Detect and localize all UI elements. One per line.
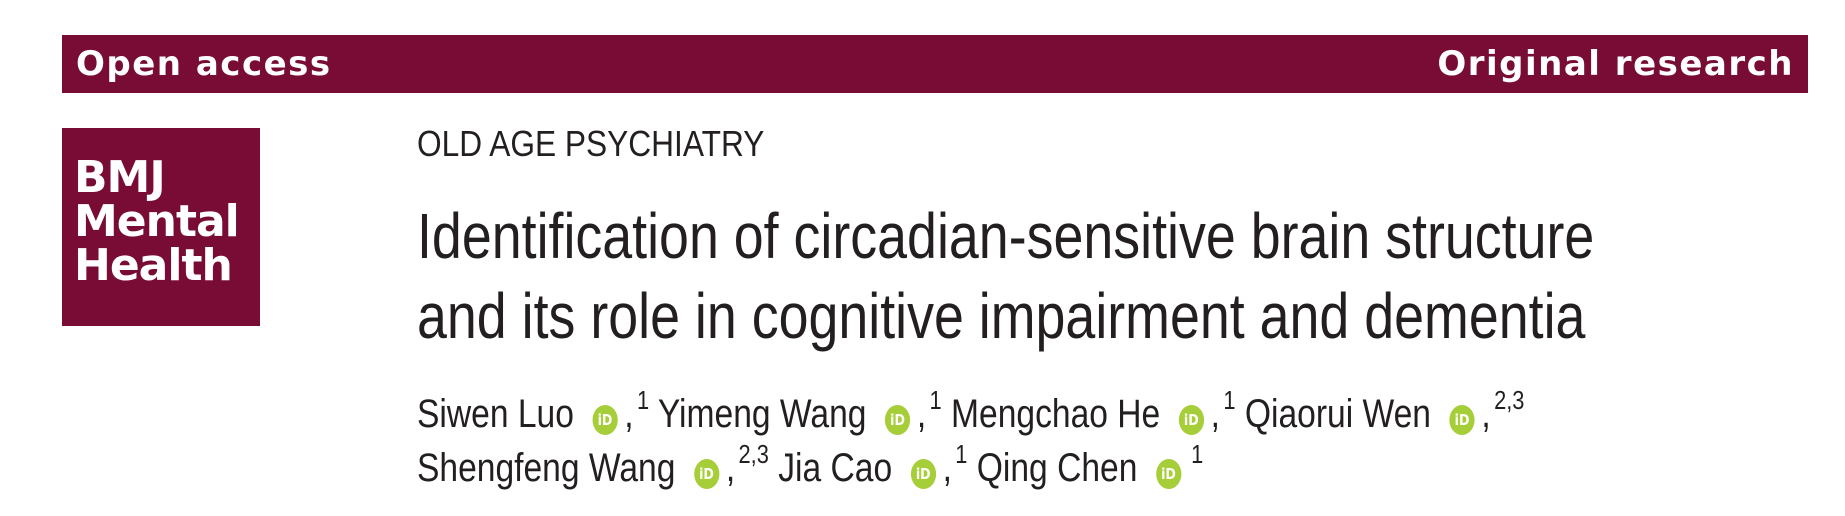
separator: , xyxy=(725,446,736,490)
author: Qiaorui Wen iD, 2,3 xyxy=(1244,387,1525,436)
separator: , xyxy=(942,446,952,490)
logo-line-3: Health xyxy=(74,240,233,291)
author-name: Siwen Luo xyxy=(417,392,574,436)
title-line-1: Identification of circadian-sensitive br… xyxy=(417,200,1595,272)
author-name: Mengchao He xyxy=(951,392,1161,436)
separator: , xyxy=(1210,392,1220,436)
orcid-icon[interactable]: iD xyxy=(884,405,911,435)
author: Siwen Luo iD, 1 xyxy=(417,387,649,436)
logo-line-2: Mental xyxy=(74,196,240,247)
separator: , xyxy=(624,392,634,436)
separator: , xyxy=(916,392,927,436)
affiliation: 2,3 xyxy=(738,439,769,469)
separator: , xyxy=(1481,392,1491,436)
journal-logo: BMJ Mental Health xyxy=(62,128,260,326)
orcid-icon[interactable]: iD xyxy=(693,459,720,489)
orcid-icon[interactable]: iD xyxy=(592,405,618,435)
logo-line-1: BMJ xyxy=(74,152,166,203)
header-bar: Open access Original research xyxy=(62,35,1808,93)
author-name: Qiaorui Wen xyxy=(1244,392,1431,436)
author: Qing Chen iD 1 xyxy=(976,441,1204,490)
orcid-icon[interactable]: iD xyxy=(1178,405,1204,435)
author-name: Yimeng Wang xyxy=(657,392,867,436)
author-name: Shengfeng Wang xyxy=(417,446,676,490)
author-list: Siwen Luo iD, 1 Yimeng Wang iD, 1 Mengchao H… xyxy=(417,387,1845,495)
article-type-label: Original research xyxy=(1437,44,1794,84)
open-access-label: Open access xyxy=(76,44,332,84)
orcid-icon[interactable]: iD xyxy=(1155,459,1182,489)
author: Shengfeng Wang iD, 2,3 xyxy=(417,441,769,490)
author-name: Qing Chen xyxy=(976,446,1138,490)
affiliation: 1 xyxy=(1191,439,1204,469)
affiliation: 2,3 xyxy=(1494,385,1525,415)
affiliation: 1 xyxy=(1223,385,1236,415)
author: Yimeng Wang iD, 1 xyxy=(657,387,942,436)
author: Jia Cao iD, 1 xyxy=(778,441,967,490)
author-name: Jia Cao xyxy=(778,446,893,490)
orcid-icon[interactable]: iD xyxy=(910,459,936,489)
article-title: Identification of circadian-sensitive br… xyxy=(417,196,1761,356)
author: Mengchao He iD, 1 xyxy=(951,387,1235,436)
affiliation: 1 xyxy=(929,385,942,415)
affiliation: 1 xyxy=(637,385,650,415)
title-line-2: and its role in cognitive impairment and… xyxy=(417,280,1586,352)
orcid-icon[interactable]: iD xyxy=(1449,405,1475,435)
section-heading: OLD AGE PSYCHIATRY xyxy=(417,123,765,164)
affiliation: 1 xyxy=(955,439,968,469)
